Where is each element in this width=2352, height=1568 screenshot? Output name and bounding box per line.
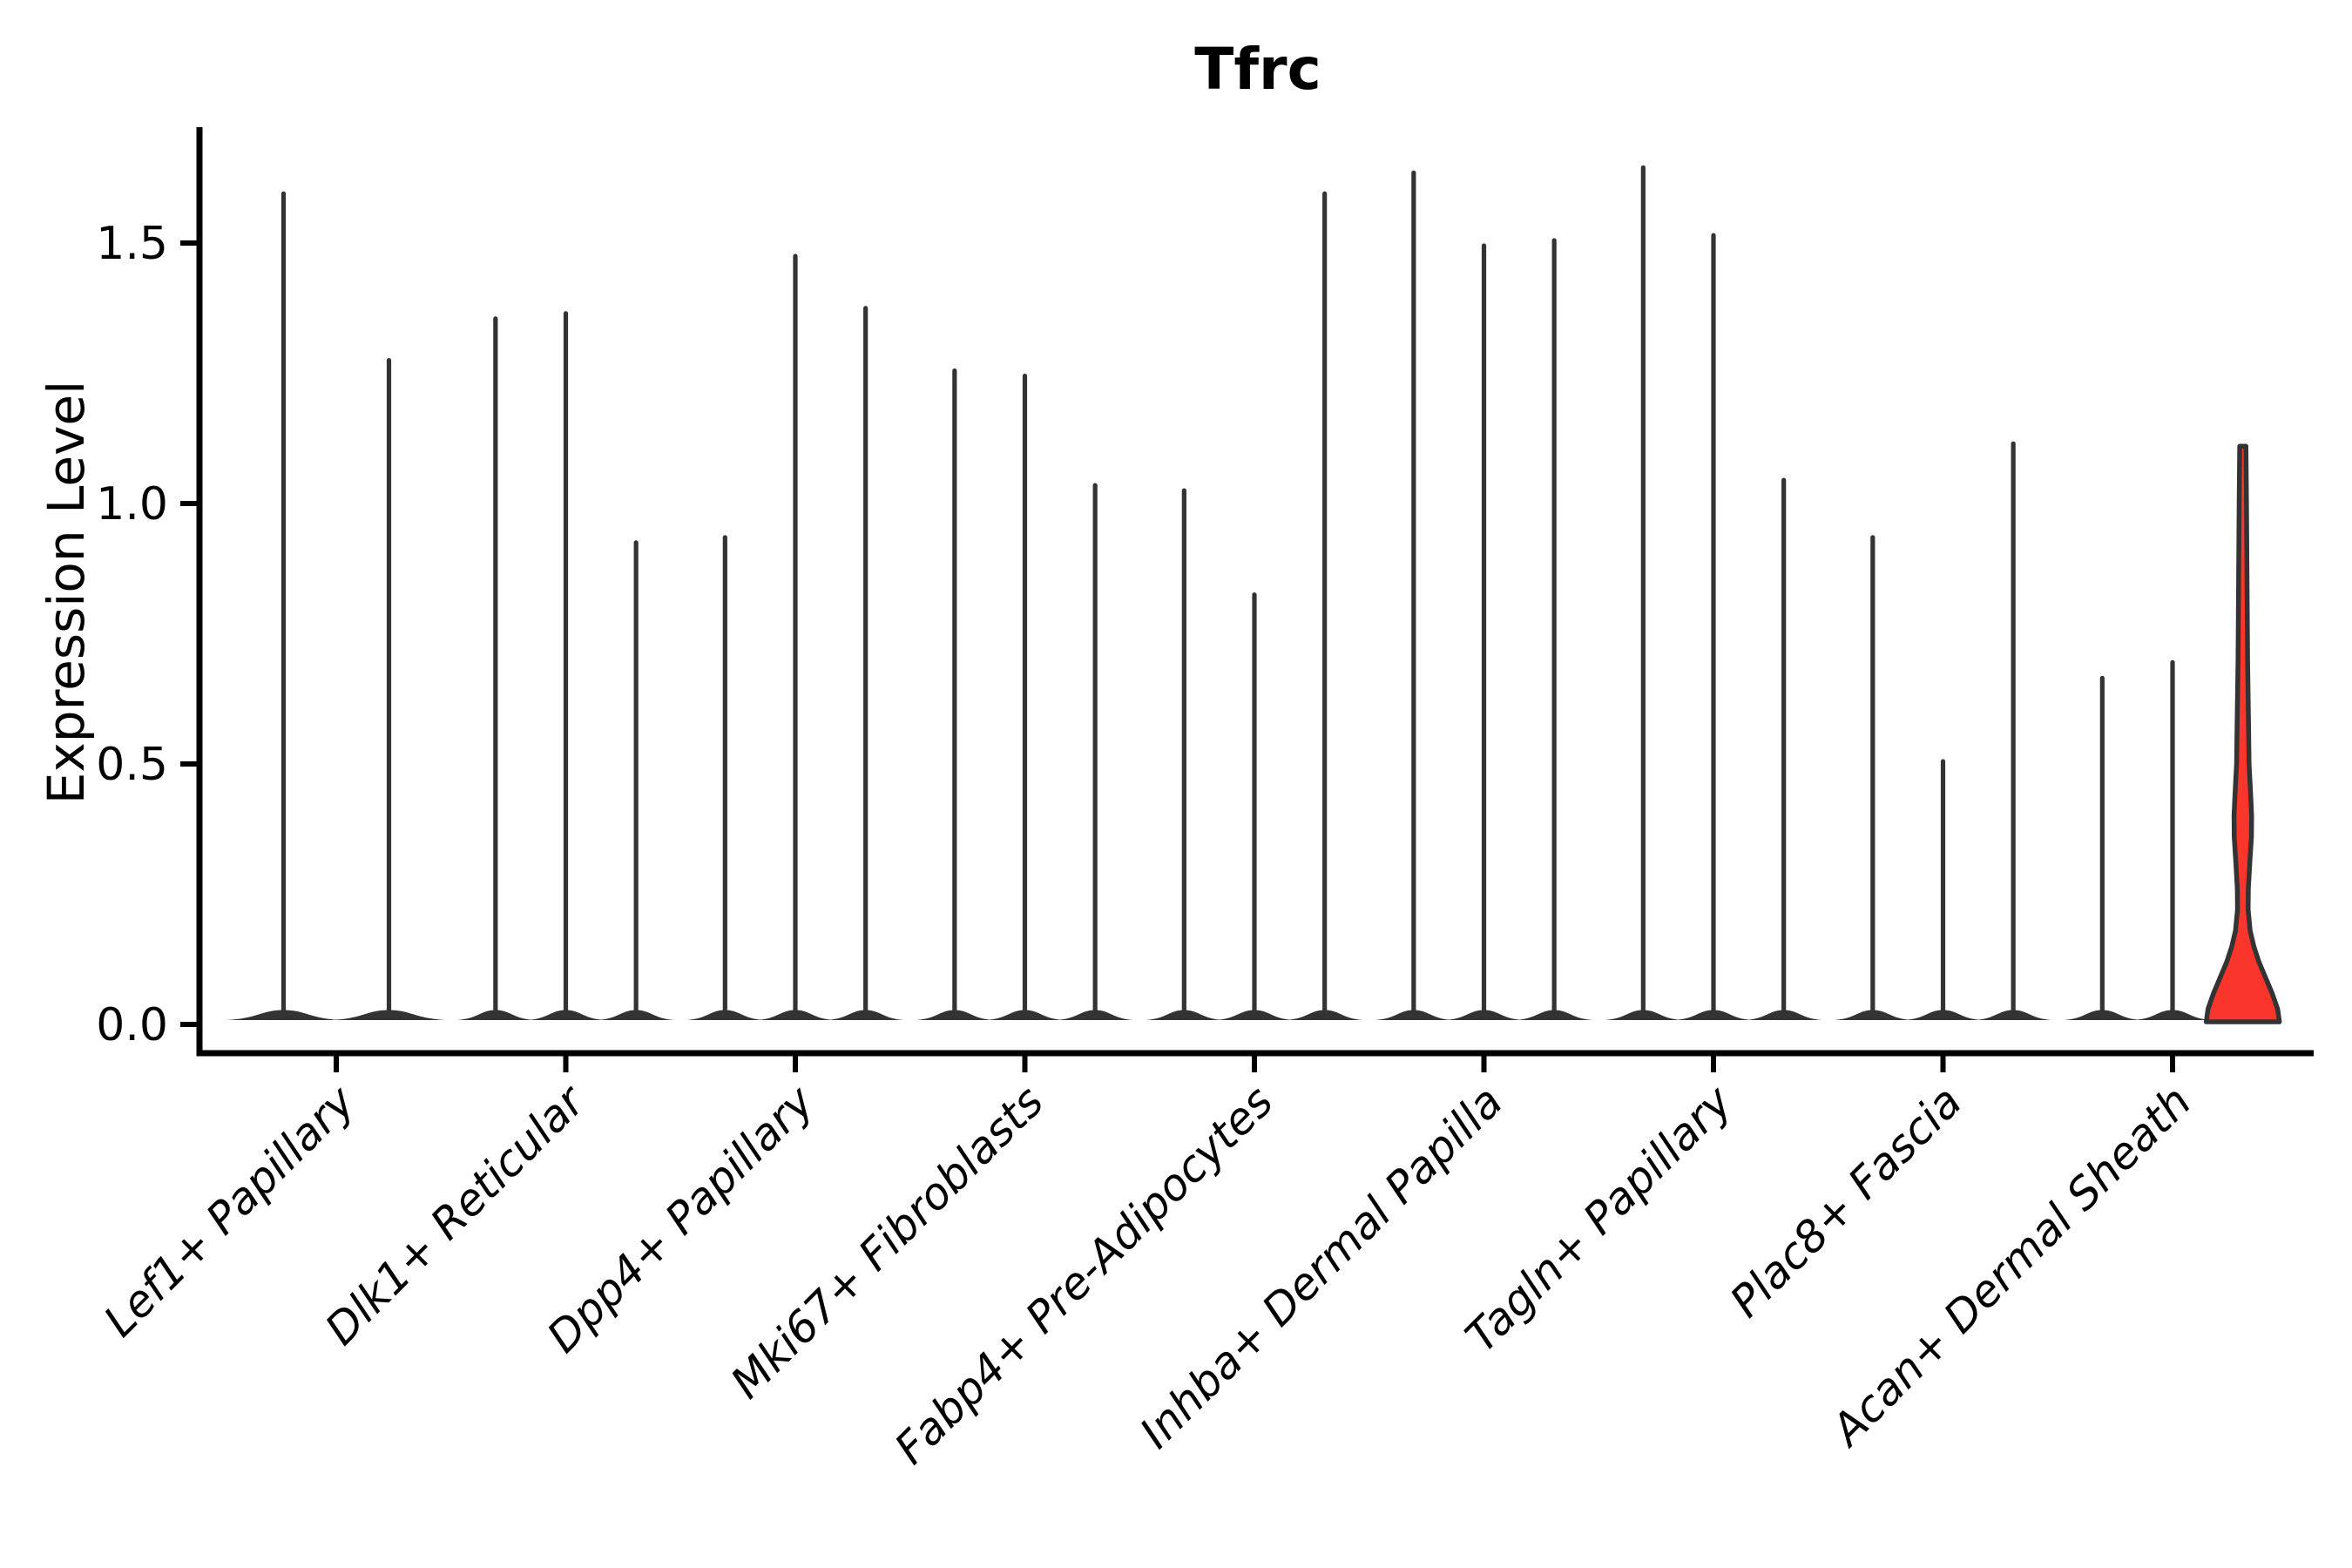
x-axis-tick-label: Inhba+ Dermal Papilla (1131, 1076, 1512, 1457)
x-axis-tick-label: Lef1+ Papillary (94, 1075, 365, 1346)
y-tick-label: 0.5 (96, 739, 168, 791)
x-axis-tick-label: Plac8+ Fascia (1720, 1076, 1971, 1327)
x-axis-tick-label: Fabp4+ Pre-Adipocytes (885, 1076, 1283, 1474)
y-tick-label: 1.5 (96, 218, 168, 270)
y-tick-label: 1.0 (96, 478, 168, 531)
violin-highlighted (2203, 443, 2282, 1024)
y-tick-label: 0.0 (96, 999, 168, 1051)
chart-title: Tfrc (1194, 36, 1321, 103)
y-axis-label: Expression Level (37, 381, 96, 804)
